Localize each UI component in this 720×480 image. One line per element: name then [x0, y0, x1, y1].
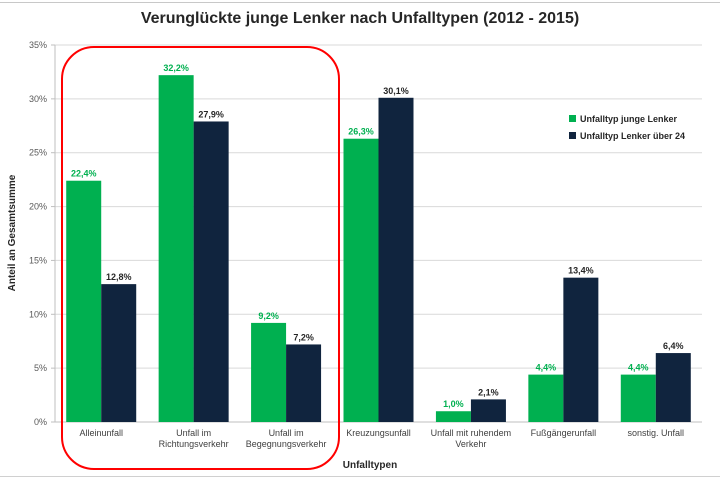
bar-junge-lenker: [528, 374, 564, 422]
y-tick-label: 5%: [34, 363, 47, 373]
x-tick-label: Kreuzungsunfall: [346, 428, 411, 438]
bar-junge-lenker: [158, 75, 194, 422]
y-tick-label: 20%: [29, 202, 47, 212]
frame-bottom-border: [0, 476, 720, 477]
y-tick-label: 25%: [29, 148, 47, 158]
data-label: 30,1%: [383, 86, 409, 96]
bar-junge-lenker: [251, 322, 287, 422]
x-tick-label: Unfall im: [176, 428, 211, 438]
x-tick-label: sonstig. Unfall: [628, 428, 685, 438]
bar-lenker-ueber-24: [470, 399, 506, 422]
y-tick-label: 30%: [29, 94, 47, 104]
legend-label: Unfalltyp Lenker über 24: [580, 130, 686, 141]
bar-junge-lenker: [66, 180, 102, 422]
bar-junge-lenker: [620, 374, 656, 422]
bar-lenker-ueber-24: [655, 353, 691, 422]
y-tick-label: 15%: [29, 255, 47, 265]
y-tick-label: 35%: [29, 40, 47, 50]
data-label: 12,8%: [106, 272, 132, 282]
legend-swatch-navy: [569, 132, 576, 139]
x-tick-label: Begegnungsverkehr: [246, 439, 327, 449]
data-label: 4,4%: [628, 363, 649, 373]
legend-swatch-green: [569, 115, 576, 122]
frame-top-border: [0, 2, 720, 3]
x-tick-label: Richtungsverkehr: [159, 439, 229, 449]
x-tick-label: Verkehr: [455, 439, 486, 449]
data-label: 27,9%: [198, 109, 224, 119]
data-label: 22,4%: [71, 169, 97, 179]
highlight-box: [61, 46, 340, 470]
data-label: 1,0%: [443, 399, 464, 409]
x-tick-label: Unfall mit ruhendem: [431, 428, 512, 438]
x-tick-label: Unfall im: [269, 428, 304, 438]
y-tick-label: 0%: [34, 417, 47, 427]
x-tick-label: Fußgängerunfall: [531, 428, 597, 438]
bar-lenker-ueber-24: [563, 277, 599, 422]
y-tick-label: 10%: [29, 309, 47, 319]
bar-lenker-ueber-24: [378, 97, 414, 422]
bar-junge-lenker: [343, 138, 379, 422]
legend-item-young-drivers: Unfalltyp junge Lenker: [569, 110, 685, 127]
data-label: 32,2%: [163, 63, 189, 73]
data-label: 9,2%: [258, 311, 279, 321]
data-label: 2,1%: [478, 387, 499, 397]
chart-title: Verunglückte junge Lenker nach Unfalltyp…: [140, 10, 580, 27]
bar-lenker-ueber-24: [101, 284, 137, 422]
x-tick-label: Alleinunfall: [79, 428, 123, 438]
data-label: 13,4%: [568, 266, 594, 276]
legend-label: Unfalltyp junge Lenker: [580, 113, 678, 124]
data-label: 4,4%: [536, 363, 557, 373]
bar-lenker-ueber-24: [286, 344, 322, 422]
bar-lenker-ueber-24: [193, 121, 229, 422]
legend: Unfalltyp junge Lenker Unfalltyp Lenker …: [569, 110, 685, 144]
y-axis-title: Anteil an Gesamtsumme: [7, 174, 18, 291]
data-label: 26,3%: [348, 127, 374, 137]
data-label: 6,4%: [663, 341, 684, 351]
bar-junge-lenker: [435, 411, 471, 422]
data-label: 7,2%: [293, 332, 314, 342]
legend-item-drivers-over-24: Unfalltyp Lenker über 24: [569, 127, 685, 144]
x-axis-title: Unfalltypen: [343, 460, 397, 471]
